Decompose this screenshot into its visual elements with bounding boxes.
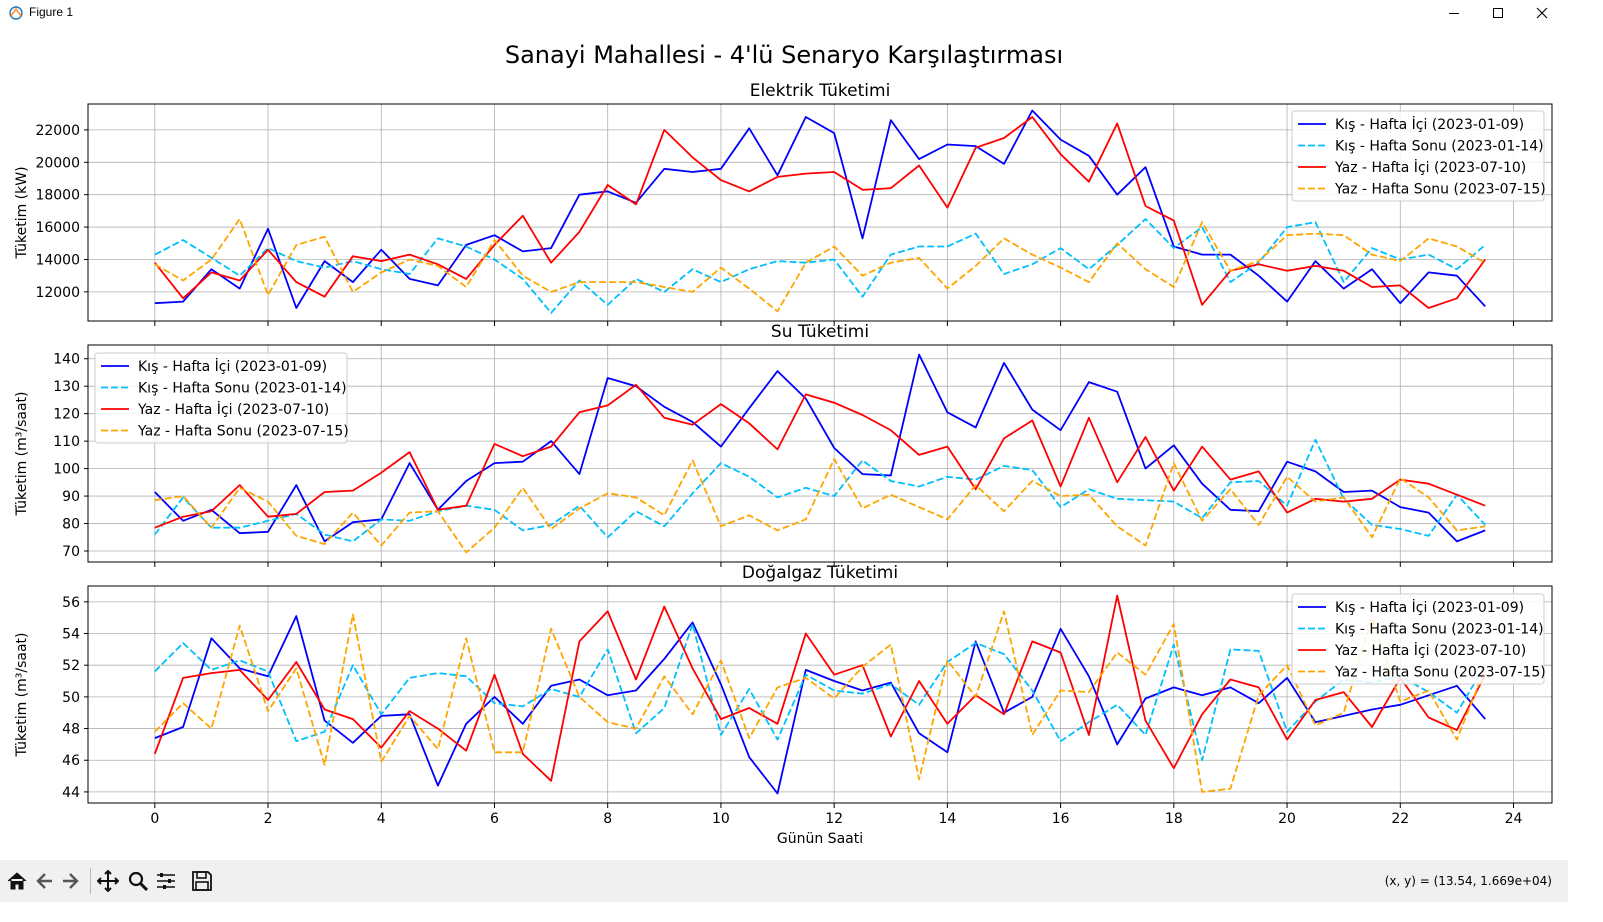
y-tick-label: 18000 [35,188,80,204]
x-tick-label: 4 [377,811,386,827]
y-tick-label: 140 [53,352,80,368]
figure-title: Sanayi Mahallesi - 4'lü Senaryo Karşılaş… [505,41,1063,69]
y-tick-label: 54 [62,627,80,643]
series-line-1-3 [154,116,1486,309]
x-tick-label: 0 [150,811,159,827]
minimize-icon [1449,13,1459,14]
zoom-button[interactable] [126,869,150,893]
configure-subplots-icon [157,873,175,889]
series-line-3-2 [154,623,1486,762]
y-tick-label: 48 [62,722,80,738]
y-tick-label: 130 [53,379,80,395]
back-button[interactable] [32,869,56,893]
y-tick-label: 56 [62,595,80,611]
legend-entry: Kış - Hafta Sonu (2023-01-14) [138,381,347,397]
legend-box [1291,110,1545,202]
window-title: Figure 1 [29,5,74,19]
cursor-coordinates: (x, y) = (13.54, 1.669e+04) [1384,874,1552,888]
legend-entry: Kış - Hafta İçi (2023-01-09) [1335,115,1524,133]
series-line-3-4 [154,610,1487,793]
y-axis-label: Tüketim (m³/saat) [14,632,30,757]
series-line-1-1 [154,109,1486,309]
y-tick-label: 12000 [35,285,80,301]
back-icon [36,873,52,889]
x-tick-label: 12 [825,811,843,827]
maximize-icon [1493,8,1503,18]
axes-frame [87,344,1553,563]
x-tick-label: 24 [1505,811,1523,827]
legend-entry: Yaz - Hafta İçi (2023-07-10) [1334,158,1526,176]
y-tick-label: 80 [62,517,80,533]
close-button[interactable] [1520,0,1564,26]
x-tick-label: 22 [1391,811,1409,827]
title-bar: Figure 1 [0,0,1568,26]
y-tick-label: 16000 [35,220,80,236]
x-tick-label: 18 [1165,811,1183,827]
y-tick-label: 46 [62,753,80,769]
y-axis-label: Tüketim (kW) [14,166,30,259]
legend-entry: Kış - Hafta Sonu (2023-01-14) [1335,139,1544,155]
axes-frame [87,585,1553,804]
forward-button[interactable] [59,869,83,893]
series-line-2-4 [154,458,1486,554]
y-tick-label: 90 [62,489,80,505]
legend-entry: Yaz - Hafta İçi (2023-07-10) [1334,641,1526,659]
maximize-button[interactable] [1476,0,1520,26]
configure-subplots-button[interactable] [154,869,178,893]
y-tick-label: 100 [53,462,80,478]
forward-icon [63,873,79,889]
x-tick-label: 8 [603,811,612,827]
y-tick-label: 50 [62,690,80,706]
x-tick-label: 20 [1278,811,1296,827]
series-line-3-1 [154,615,1486,795]
legend-entry: Yaz - Hafta Sonu (2023-07-15) [137,424,349,440]
y-tick-label: 14000 [35,252,80,268]
save-icon [192,871,212,891]
toolbar-separator [90,868,91,894]
legend-box [1291,593,1545,685]
x-tick-label: 16 [1052,811,1070,827]
legend-entry: Yaz - Hafta İçi (2023-07-10) [137,400,329,418]
series-line-1-4 [154,218,1486,313]
close-icon [1536,7,1548,19]
legend-entry: Yaz - Hafta Sonu (2023-07-15) [1334,665,1546,681]
legend-entry: Kış - Hafta Sonu (2023-01-14) [1335,622,1544,638]
y-tick-label: 22000 [35,123,80,139]
y-tick-label: 20000 [35,155,80,171]
series-line-1-2 [154,218,1486,314]
y-tick-label: 70 [62,544,80,560]
pan-button[interactable] [96,869,120,893]
zoom-icon [128,871,149,892]
x-tick-label: 10 [712,811,730,827]
figure-canvas[interactable]: Sanayi Mahallesi - 4'lü Senaryo Karşılaş… [0,26,1568,860]
chart-svg: Sanayi Mahallesi - 4'lü Senaryo Karşılaş… [14,41,1553,847]
x-tick-label: 14 [938,811,956,827]
subplot-title: Su Tüketimi [771,322,869,342]
app-icon [9,6,23,20]
home-button[interactable] [5,869,29,893]
y-tick-label: 44 [62,785,80,801]
home-icon [7,872,27,890]
axes-frame [87,103,1553,322]
series-line-3-3 [153,594,1487,782]
y-tick-label: 120 [53,407,80,423]
series-line-2-1 [154,353,1486,543]
y-axis-label: Tüketim (m³/saat) [14,391,30,516]
subplot-title: Elektrik Tüketimi [750,81,891,101]
legend-entry: Yaz - Hafta Sonu (2023-07-15) [1334,182,1546,198]
series-line-2-3 [154,383,1486,529]
y-tick-label: 52 [62,658,80,674]
legend-entry: Kış - Hafta İçi (2023-01-09) [138,357,327,375]
x-tick-label: 6 [490,811,499,827]
y-tick-label: 110 [53,434,80,450]
subplot-title: Doğalgaz Tüketimi [742,563,898,583]
minimize-button[interactable] [1432,0,1476,26]
legend-entry: Kış - Hafta İçi (2023-01-09) [1335,598,1524,616]
save-button[interactable] [190,869,214,893]
x-axis-label: Günün Saati [777,831,863,847]
pan-icon [97,870,119,892]
x-tick-label: 2 [264,811,273,827]
navigation-toolbar: (x, y) = (13.54, 1.669e+04) [0,860,1568,902]
legend-box [94,352,348,444]
